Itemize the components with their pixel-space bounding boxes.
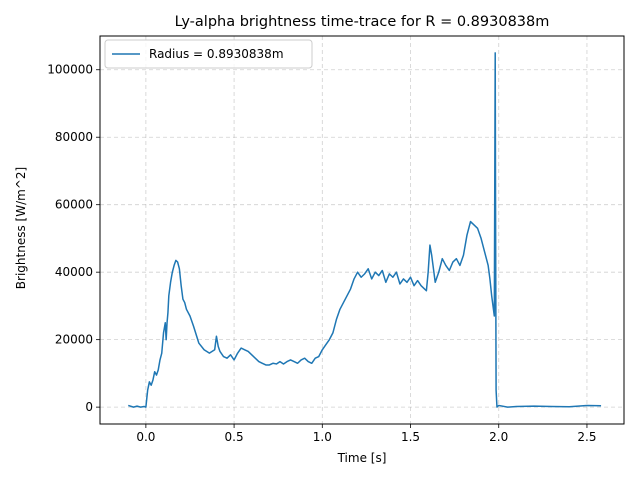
y-tick-label: 0 (85, 400, 93, 414)
chart-title: Ly-alpha brightness time-trace for R = 0… (175, 14, 550, 30)
axis-ticks: 0.0 0.5 1.0 1.5 2.0 2.5 0 20000 40000 60000 80000 1… (47, 63, 596, 444)
legend: Radius = 0.8930838m (104, 39, 313, 69)
y-tick-label: 60000 (55, 198, 93, 212)
series-lines (128, 52, 602, 408)
legend-box (104, 39, 313, 69)
legend-label: Radius = 0.8930838m (149, 47, 284, 61)
x-tick-label: 0.0 (136, 430, 155, 444)
x-tick-label: 2.5 (577, 430, 596, 444)
y-tick-label: 100000 (47, 63, 93, 77)
y-tick-label: 20000 (55, 333, 93, 347)
plot-frame (99, 35, 625, 425)
x-axis-label: Time [s] (337, 451, 387, 465)
grid-lines (100, 36, 624, 424)
x-tick-label: 0.5 (225, 430, 244, 444)
x-tick-label: 1.5 (401, 430, 420, 444)
y-tick-label: 80000 (55, 130, 93, 144)
y-axis-label: Brightness [W/m^2] (14, 167, 28, 289)
y-tick-label: 40000 (55, 265, 93, 279)
x-tick-label: 2.0 (489, 430, 508, 444)
x-tick-label: 1.0 (313, 430, 332, 444)
series-line (128, 52, 602, 408)
